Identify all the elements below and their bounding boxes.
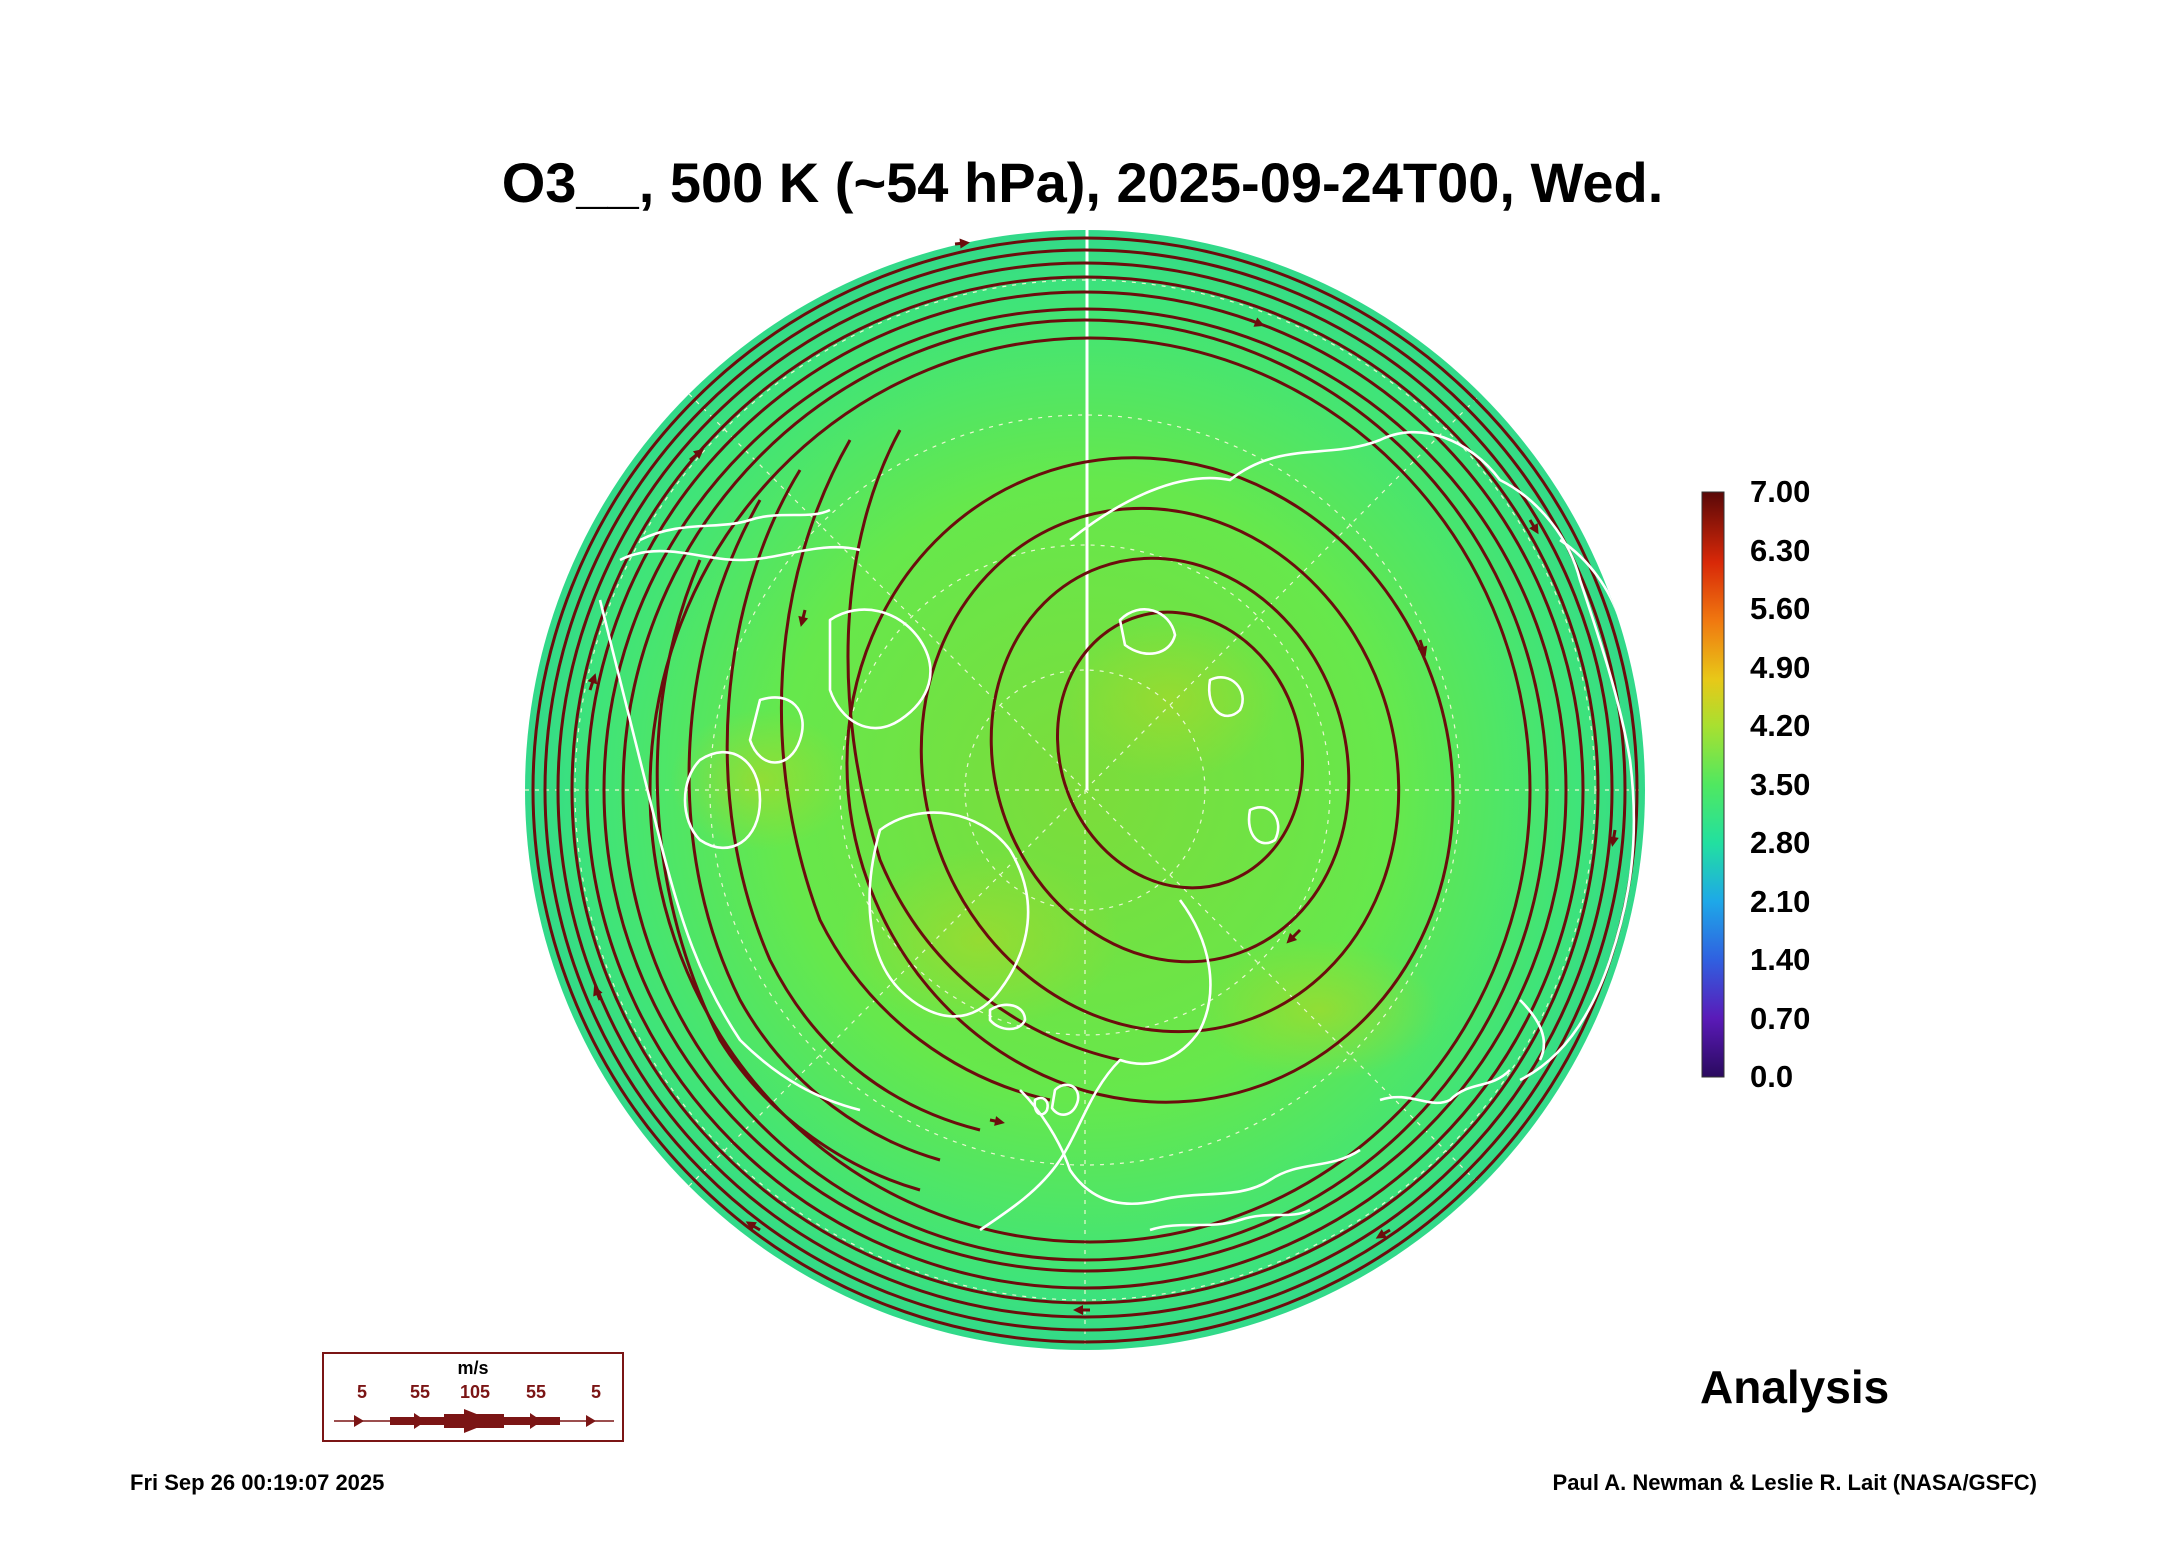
streamlines (531, 236, 1639, 1344)
colorbar-tick-label: 3.50 (1750, 766, 1811, 802)
colorbar-tick-label: 0.70 (1750, 1000, 1811, 1036)
wind-label: 105 (459, 1382, 491, 1402)
colorbar-tick-label: 2.80 (1750, 825, 1811, 860)
colorbar-tick-label: 2.10 (1750, 883, 1811, 919)
colorbar-tick-label: 7.00 (1750, 474, 1811, 509)
graticule (525, 279, 1645, 1350)
analysis-label: Analysis (1700, 1361, 1890, 1413)
colorbar-tick-label: 1.40 (1750, 942, 1811, 977)
colorbar-tick-label: 4.20 (1750, 708, 1811, 743)
wind-label: 5 (590, 1382, 602, 1402)
coastlines (598, 430, 1636, 1232)
colorbar (1701, 491, 1725, 1078)
wind-unit: m/s (457, 1358, 489, 1378)
colorbar-tick-label: 0.0 (1750, 1059, 1794, 1094)
wind-label: 55 (525, 1382, 547, 1402)
credit: Paul A. Newman & Leslie R. Lait (NASA/GS… (1552, 1470, 2037, 1495)
wind-label: 5 (356, 1382, 368, 1402)
wind-speed-legend: m/s 5 55 105 55 5 (322, 1352, 624, 1442)
colorbar-tick-label: 4.90 (1750, 649, 1811, 685)
colorbar-tick-label: 5.60 (1750, 591, 1811, 626)
streamline-arrows (587, 238, 1619, 1315)
wind-arrow-icon (334, 1409, 614, 1433)
colorbar-tick-label: 6.30 (1750, 532, 1811, 568)
wind-label: 55 (409, 1382, 431, 1402)
timestamp: Fri Sep 26 00:19:07 2025 (130, 1470, 385, 1495)
page-title: O3__, 500 K (~54 hPa), 2025-09-24T00, We… (501, 151, 1664, 214)
